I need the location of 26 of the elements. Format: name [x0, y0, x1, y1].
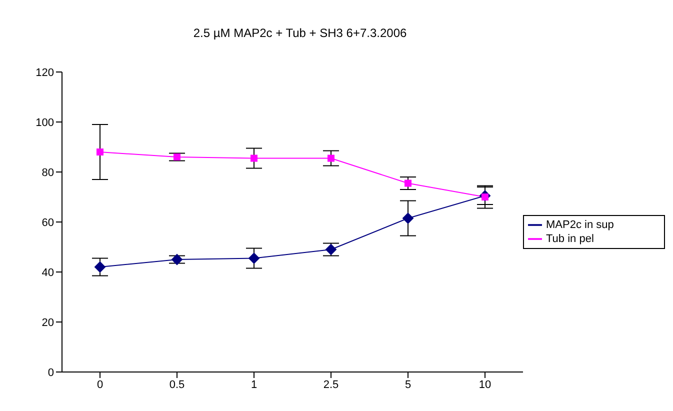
y-tick-label: 0	[48, 366, 54, 379]
x-tick-label: 0	[96, 378, 104, 391]
point	[326, 244, 336, 255]
point	[94, 262, 106, 272]
y-tick-label: 80	[42, 166, 54, 179]
point	[250, 154, 258, 162]
point	[328, 154, 334, 162]
point	[96, 148, 104, 156]
x-tick-label: 10	[478, 378, 492, 391]
legend-label: MAP2c in sup	[546, 218, 614, 231]
x-tick-label: 0.5	[169, 378, 185, 391]
point	[248, 252, 260, 264]
x-tick-label: 5	[404, 378, 412, 391]
x-tick-label: 1	[250, 378, 258, 391]
y-tick-label: 20	[42, 316, 54, 329]
point	[402, 212, 414, 224]
point	[404, 180, 412, 187]
legend-label: Tub in pel	[546, 232, 594, 245]
x-tick-label: 2.5	[323, 378, 339, 391]
y-tick-label: 60	[42, 216, 54, 229]
y-tick-label: 120	[36, 66, 54, 79]
point	[174, 154, 180, 160]
point	[172, 254, 182, 265]
chart-title: 2.5 µM MAP2c + Tub + SH3 6+7.3.2006	[192, 26, 408, 40]
y-tick-label: 40	[42, 266, 54, 279]
y-tick-label: 100	[36, 116, 54, 129]
